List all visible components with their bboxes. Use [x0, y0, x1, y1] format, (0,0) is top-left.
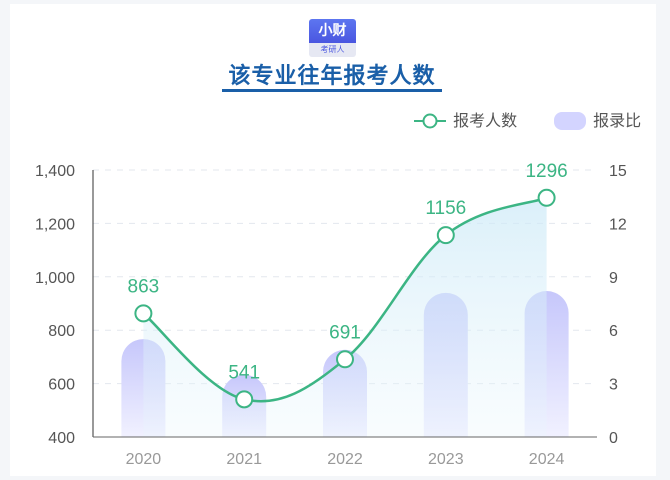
brand-badge-bottom: 考研人: [309, 43, 356, 57]
x-tick-label: 2022: [327, 451, 363, 468]
x-tick-label: 2024: [529, 451, 565, 468]
y-tick-label-right: 15: [609, 163, 627, 180]
brand-badge: 小财 考研人: [309, 19, 356, 57]
title-underline: [222, 89, 442, 92]
chart-title: 该专业往年报考人数: [228, 64, 436, 89]
brand-badge-top: 小财: [309, 19, 356, 43]
legend-label-ratio: 报录比: [593, 111, 642, 130]
legend-item-applicants[interactable]: 报考人数: [412, 108, 517, 134]
y-tick-label-left: 600: [48, 377, 75, 394]
data-point: [436, 226, 455, 245]
data-point: [336, 350, 354, 369]
y-tick-label-left: 800: [48, 323, 75, 340]
data-label: 1156: [425, 198, 466, 219]
y-tick-label-left: 1,200: [35, 216, 75, 233]
data-label: 1296: [525, 161, 567, 182]
data-point: [134, 304, 153, 323]
y-tick-label-left: 400: [48, 430, 75, 447]
data-label: 691: [329, 322, 361, 343]
line-marker-icon: [414, 113, 446, 129]
data-point: [537, 188, 556, 207]
y-tick-label-right: 3: [609, 377, 618, 394]
data-label: 863: [128, 276, 160, 297]
x-tick-label: 2023: [428, 451, 464, 468]
legend-label-applicants: 报考人数: [453, 111, 518, 130]
data-point: [235, 390, 254, 409]
bar-swatch-icon: [554, 112, 586, 130]
y-tick-label-right: 9: [609, 270, 618, 287]
area-fill: [143, 197, 547, 437]
y-tick-label-left: 1,000: [35, 270, 75, 287]
legend-item-ratio[interactable]: 报录比: [552, 108, 641, 134]
y-tick-label-left: 1,400: [35, 163, 75, 180]
y-tick-label-right: 12: [609, 216, 627, 233]
x-tick-label: 2020: [126, 451, 162, 468]
y-tick-label-right: 0: [609, 430, 618, 447]
data-label: 541: [228, 362, 260, 383]
y-tick-label-right: 6: [609, 323, 618, 340]
x-tick-label: 2021: [226, 451, 262, 468]
